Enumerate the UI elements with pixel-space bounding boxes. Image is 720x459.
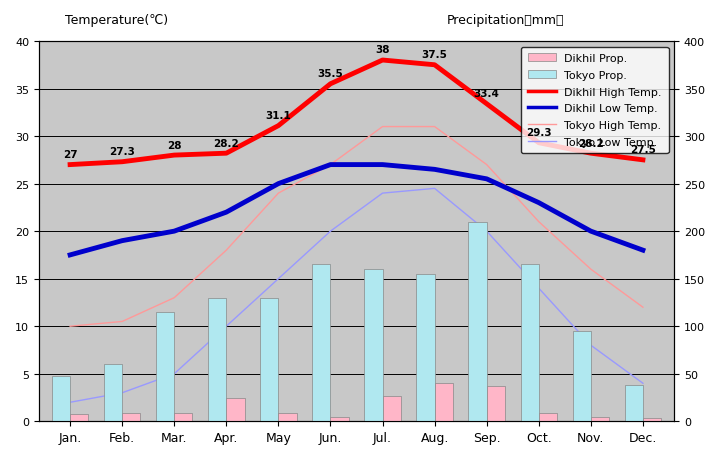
Text: 28.2: 28.2: [213, 138, 239, 148]
Bar: [539, 413, 557, 421]
Bar: [279, 413, 297, 421]
Text: 27.5: 27.5: [630, 145, 656, 155]
Bar: [260, 298, 279, 421]
Bar: [174, 413, 192, 421]
Bar: [208, 298, 226, 421]
Text: Temperature(℃): Temperature(℃): [65, 14, 168, 27]
Legend: Dikhil Prop., Tokyo Prop., Dikhil High Temp., Dikhil Low Temp., Tokyo High Temp.: Dikhil Prop., Tokyo Prop., Dikhil High T…: [521, 47, 669, 154]
Bar: [104, 364, 122, 421]
Bar: [382, 396, 401, 421]
Bar: [572, 331, 591, 421]
Bar: [52, 376, 70, 421]
Text: 28: 28: [167, 140, 181, 150]
Bar: [435, 383, 453, 421]
Bar: [625, 385, 643, 421]
Text: Precipitation（mm）: Precipitation（mm）: [446, 14, 564, 27]
Bar: [591, 417, 609, 421]
Text: 33.4: 33.4: [474, 89, 500, 99]
Bar: [226, 397, 245, 421]
Text: 27: 27: [63, 150, 78, 160]
Bar: [521, 265, 539, 421]
Bar: [643, 419, 661, 421]
Bar: [312, 265, 330, 421]
Bar: [487, 386, 505, 421]
Bar: [156, 312, 174, 421]
Bar: [364, 269, 382, 421]
Bar: [469, 222, 487, 421]
Text: 38: 38: [375, 45, 390, 56]
Text: 29.3: 29.3: [526, 128, 552, 138]
Text: 35.5: 35.5: [318, 69, 343, 79]
Bar: [330, 418, 348, 421]
Bar: [70, 414, 89, 421]
Text: 37.5: 37.5: [422, 50, 448, 60]
Bar: [416, 274, 435, 421]
Bar: [122, 413, 140, 421]
Text: 31.1: 31.1: [266, 111, 292, 121]
Text: 27.3: 27.3: [109, 147, 135, 157]
Text: 28.2: 28.2: [578, 138, 603, 148]
